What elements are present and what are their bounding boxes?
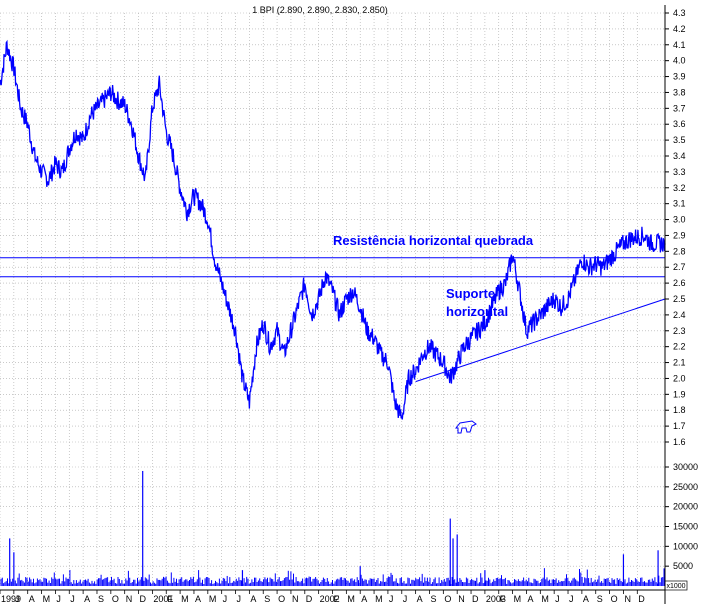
month-label: A (361, 594, 367, 604)
price-tick-label: 3.9 (673, 72, 686, 82)
month-label: S (98, 594, 104, 604)
annotation-resistance: Resistência horizontal quebrada (333, 233, 534, 248)
month-label: A (527, 594, 533, 604)
month-label: J (555, 594, 560, 604)
price-tick-label: 4.0 (673, 56, 686, 66)
volume-tick-label: 10000 (673, 541, 698, 551)
units-label: x1000 (664, 580, 688, 591)
annotations: Resistência horizontal quebrada Suporte … (333, 233, 534, 319)
volume-tick-label: 20000 (673, 502, 698, 512)
price-tick-label: 3.6 (673, 119, 686, 129)
volume-tick-label: 5000 (673, 561, 693, 571)
month-label: O (112, 594, 119, 604)
price-tick-label: 1.6 (673, 437, 686, 447)
volume-tick-label: 15000 (673, 522, 698, 532)
month-label: S (430, 594, 436, 604)
price-tick-label: 1.8 (673, 405, 686, 415)
price-tick-label: 2.7 (673, 262, 686, 272)
month-label: N (126, 594, 133, 604)
price-tick-label: 2.2 (673, 342, 686, 352)
price-tick-label: 2.5 (673, 294, 686, 304)
volume-y-axis: 5000 10000 15000 20000 25000 30000 (665, 462, 698, 571)
price-tick-label: 3.5 (673, 135, 686, 145)
price-tick-label: 4.1 (673, 40, 686, 50)
month-label: M (375, 594, 383, 604)
price-tick-label: 2.6 (673, 278, 686, 288)
month-label: A (583, 594, 589, 604)
month-label: S (597, 594, 603, 604)
price-gridlines (0, 12, 665, 586)
price-tick-label: 1.9 (673, 389, 686, 399)
price-tick-label: 3.4 (673, 151, 686, 161)
chart-title: 1 BPI (2.890, 2.890, 2.830, 2.850) (252, 5, 388, 15)
month-label: M (514, 594, 522, 604)
month-label: N (292, 594, 299, 604)
month-label: J (70, 594, 75, 604)
month-label: O (611, 594, 618, 604)
month-label: A (417, 594, 423, 604)
month-label: F (500, 594, 506, 604)
price-tick-label: 2.9 (673, 230, 686, 240)
month-label: A (250, 594, 256, 604)
month-label: J (237, 594, 242, 604)
bull-icon (454, 420, 477, 434)
month-label: J (403, 594, 408, 604)
volume-bars (0, 470, 665, 586)
price-tick-label: 3.7 (673, 103, 686, 113)
month-label: S (264, 594, 270, 604)
month-label: J (223, 594, 228, 604)
month-label: 1999 (1, 594, 21, 604)
month-label: D (140, 594, 147, 604)
volume-tick-label: 25000 (673, 482, 698, 492)
month-label: F (334, 594, 340, 604)
price-line (0, 39, 666, 420)
price-tick-label: 4.2 (673, 24, 686, 34)
month-label: D (306, 594, 313, 604)
month-label: N (624, 594, 631, 604)
month-label: J (56, 594, 61, 604)
price-tick-label: 2.3 (673, 326, 686, 336)
price-tick-label: 3.0 (673, 215, 686, 225)
month-label: 2002 (320, 594, 340, 604)
month-label: A (29, 594, 35, 604)
price-series (0, 39, 666, 420)
price-tick-label: 2.1 (673, 358, 686, 368)
month-label: D (472, 594, 479, 604)
month-label: O (444, 594, 451, 604)
price-tick-label: 2.8 (673, 246, 686, 256)
month-label: D (638, 594, 645, 604)
month-label: 2001 (153, 594, 173, 604)
month-label: A (195, 594, 201, 604)
month-label: J (15, 594, 20, 604)
horizontal-level-lines (0, 257, 665, 278)
price-tick-label: 3.1 (673, 199, 686, 209)
volume-tick-label: 30000 (673, 462, 698, 472)
price-tick-label: 3.8 (673, 87, 686, 97)
price-tick-label: 1.7 (673, 421, 686, 431)
month-label: M (209, 594, 217, 604)
price-tick-label: 3.3 (673, 167, 686, 177)
month-label: O (278, 594, 285, 604)
month-label: N (458, 594, 465, 604)
price-tick-label: 2.4 (673, 310, 686, 320)
month-label: A (84, 594, 90, 604)
month-label: F (167, 594, 173, 604)
price-tick-label: 2.0 (673, 373, 686, 383)
month-label: M (541, 594, 549, 604)
svg-text:x1000: x1000 (666, 583, 685, 590)
month-label: J (569, 594, 574, 604)
month-label: 2003 (486, 594, 506, 604)
month-label: M (181, 594, 189, 604)
annotation-support-line2: horizontal (446, 304, 508, 319)
price-tick-label: 4.3 (673, 8, 686, 18)
month-label: M (347, 594, 355, 604)
price-y-axis: 1.6 1.7 1.8 1.9 2.0 2.1 2.2 2.3 2.4 2.5 2.6 2.7 2.8 2… (665, 8, 686, 447)
month-label: M (43, 594, 51, 604)
month-label: J (389, 594, 394, 604)
price-tick-label: 3.2 (673, 183, 686, 193)
annotation-support-line1: Suporte (446, 286, 495, 301)
